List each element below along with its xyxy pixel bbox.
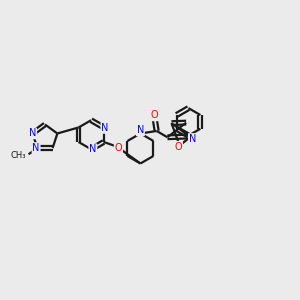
Text: O: O <box>150 110 158 121</box>
Text: N: N <box>29 128 36 139</box>
Text: N: N <box>101 123 109 133</box>
Text: N: N <box>32 143 40 153</box>
Text: CH₃: CH₃ <box>10 151 26 160</box>
Text: N: N <box>89 144 97 154</box>
Text: O: O <box>115 143 122 154</box>
Text: O: O <box>175 142 182 152</box>
Text: N: N <box>137 125 144 136</box>
Text: N: N <box>189 134 196 144</box>
